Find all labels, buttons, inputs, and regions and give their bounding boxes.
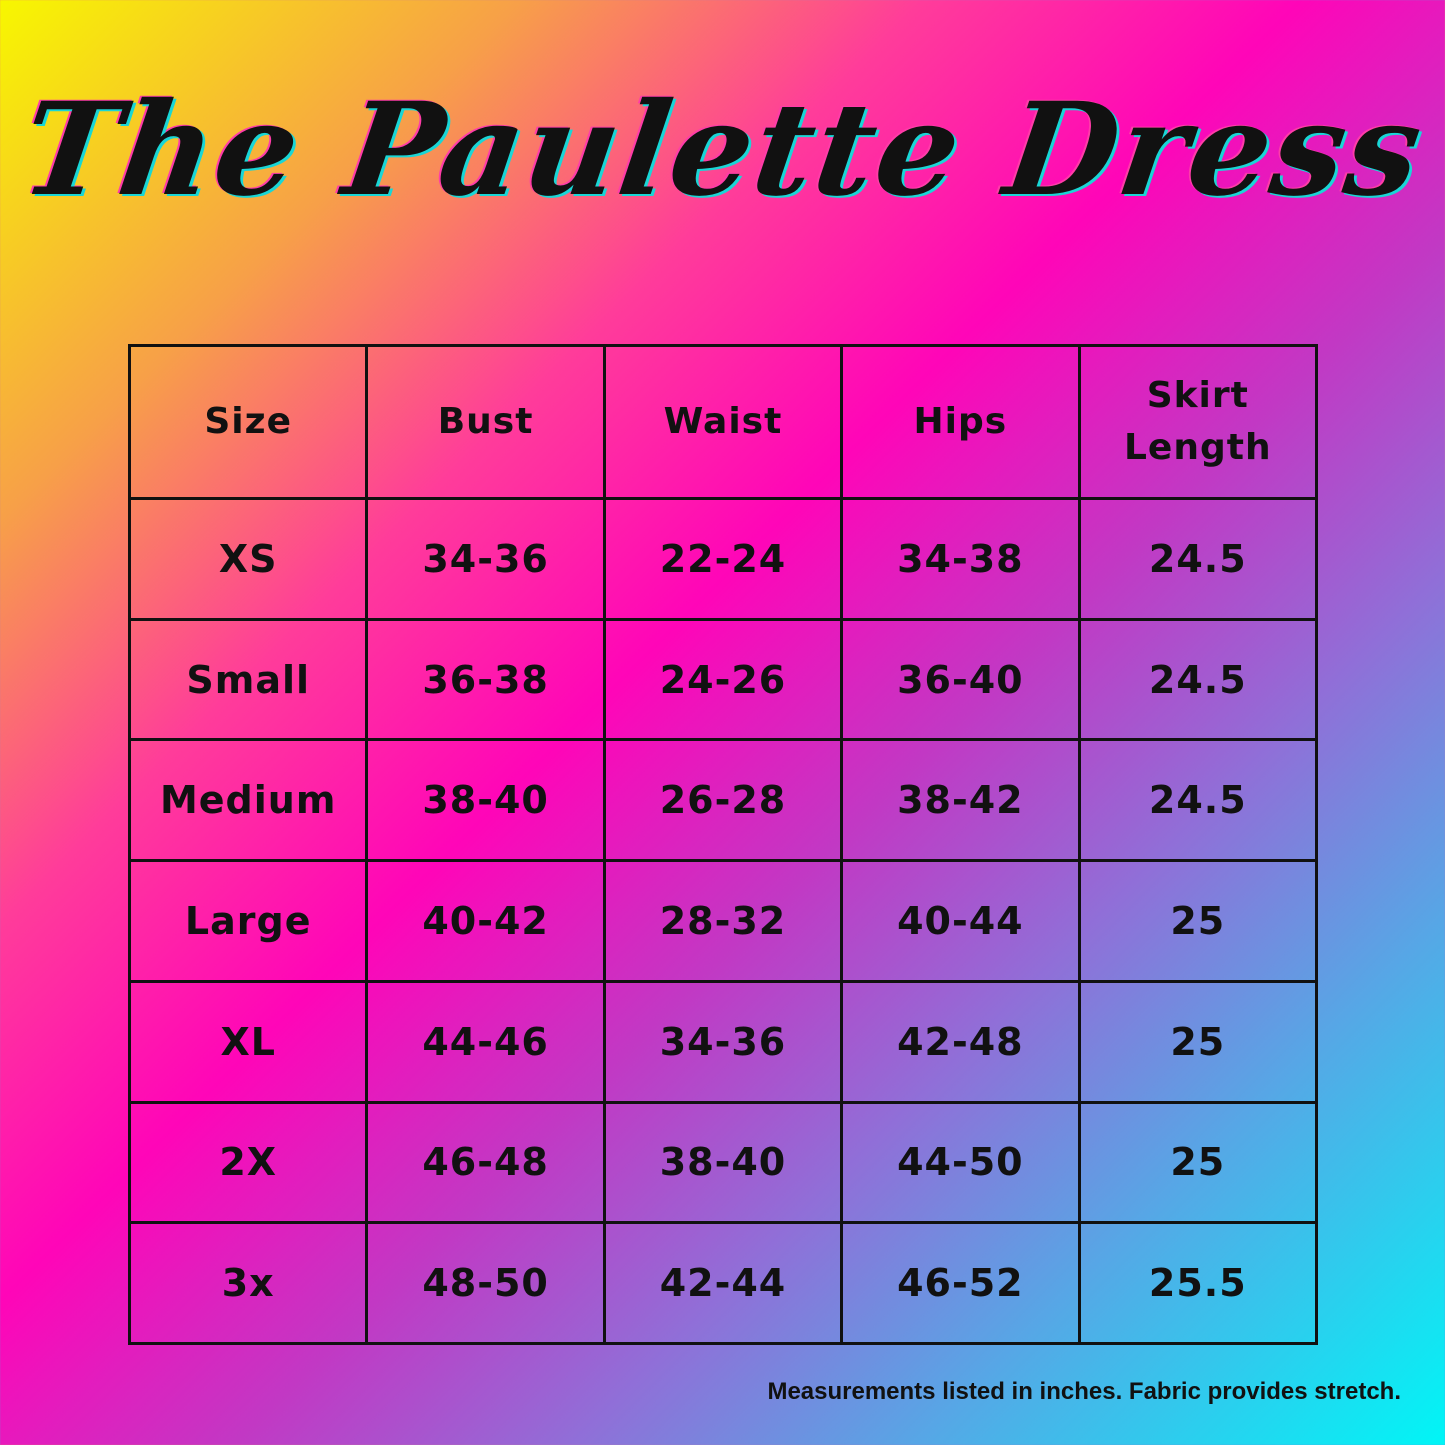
cell-bust: 36-38	[365, 617, 606, 742]
cell-skirt-length: 25	[1077, 1100, 1319, 1225]
cell-bust: 40-42	[365, 859, 606, 983]
table-header-row: Size Bust Waist Hips Skirt Length	[127, 344, 1319, 500]
cell-bust: 48-50	[365, 1221, 606, 1345]
cell-bust: 46-48	[365, 1100, 606, 1225]
cell-waist: 28-32	[602, 859, 844, 983]
header-bust: Bust	[365, 344, 606, 500]
cell-bust: 44-46	[365, 979, 606, 1104]
cell-hips: 40-44	[840, 859, 1081, 983]
table-row: XL 44-46 34-36 42-48 25	[127, 979, 1319, 1104]
cell-skirt-length: 25	[1077, 979, 1319, 1104]
cell-size: Small	[127, 617, 369, 742]
cell-size: XL	[127, 979, 369, 1104]
cell-bust: 34-36	[365, 497, 606, 621]
header-skirt-length: Skirt Length	[1077, 344, 1319, 500]
cell-waist: 34-36	[602, 979, 844, 1104]
cell-waist: 42-44	[602, 1221, 844, 1345]
cell-skirt-length: 24.5	[1077, 738, 1319, 863]
cell-skirt-length: 24.5	[1077, 617, 1319, 742]
cell-skirt-length: 25	[1077, 859, 1319, 983]
cell-hips: 36-40	[840, 617, 1081, 742]
cell-bust: 38-40	[365, 738, 606, 863]
header-size: Size	[127, 344, 369, 500]
table-row: Medium 38-40 26-28 38-42 24.5	[127, 738, 1319, 863]
cell-hips: 46-52	[840, 1221, 1081, 1345]
cell-size: Medium	[127, 738, 369, 863]
cell-waist: 26-28	[602, 738, 844, 863]
size-chart-table: Size Bust Waist Hips Skirt Length XS 34-3…	[127, 344, 1319, 1345]
cell-size: Large	[127, 859, 369, 983]
header-hips: Hips	[840, 344, 1081, 500]
page-title: The Paulette Dress	[13, 75, 1432, 225]
table-row: 3x 48-50 42-44 46-52 25.5	[127, 1221, 1319, 1345]
cell-hips: 44-50	[840, 1100, 1081, 1225]
cell-waist: 22-24	[602, 497, 844, 621]
cell-waist: 38-40	[602, 1100, 844, 1225]
cell-hips: 42-48	[840, 979, 1081, 1104]
table-row: XS 34-36 22-24 34-38 24.5	[127, 497, 1319, 621]
cell-waist: 24-26	[602, 617, 844, 742]
cell-hips: 38-42	[840, 738, 1081, 863]
cell-skirt-length: 24.5	[1077, 497, 1319, 621]
cell-size: 2X	[127, 1100, 369, 1225]
table-row: Large 40-42 28-32 40-44 25	[127, 859, 1319, 983]
cell-skirt-length: 25.5	[1077, 1221, 1319, 1345]
table-row: Small 36-38 24-26 36-40 24.5	[127, 617, 1319, 742]
table-row: 2X 46-48 38-40 44-50 25	[127, 1100, 1319, 1225]
header-waist: Waist	[602, 344, 844, 500]
cell-hips: 34-38	[840, 497, 1081, 621]
cell-size: XS	[127, 497, 369, 621]
cell-size: 3x	[127, 1221, 369, 1345]
footnote: Measurements listed in inches. Fabric pr…	[767, 1378, 1401, 1405]
